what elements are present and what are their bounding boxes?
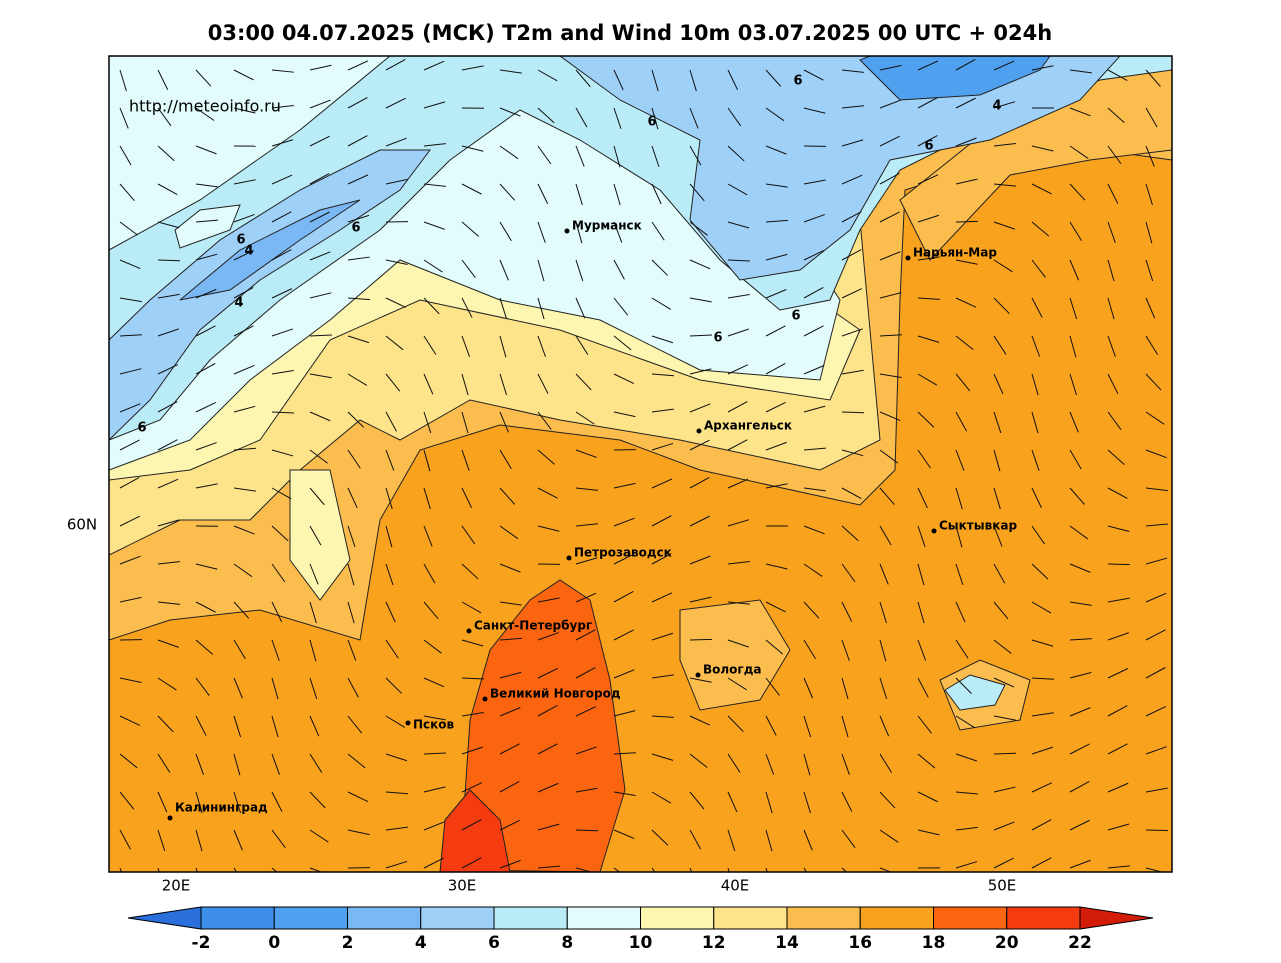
lon-label: 20E (162, 877, 191, 895)
map (109, 56, 1172, 872)
city-dot (905, 255, 911, 261)
city-label: Псков (413, 718, 455, 732)
colorbar-left (127, 906, 202, 930)
colorbar-segment (640, 906, 715, 930)
colorbar-segment (933, 906, 1008, 930)
contour-label: 6 (791, 309, 800, 324)
colorbar-tick-label: 6 (488, 933, 500, 953)
colorbar-segment (859, 906, 934, 930)
contour-label: 6 (351, 221, 360, 236)
city-dot (696, 428, 702, 434)
colorbar-segment (566, 906, 641, 930)
city-dot (695, 672, 701, 678)
contour-label: 4 (244, 244, 253, 259)
city-label: Петрозаводск (574, 546, 672, 560)
city-label: Сыктывкар (939, 519, 1017, 533)
contour-label: 6 (793, 74, 802, 89)
colorbar-tick-label: -2 (192, 933, 211, 953)
city-label: Великий Новгород (490, 687, 621, 701)
colorbar-tick-label: 16 (848, 933, 872, 953)
colorbar-tick-label: 12 (702, 933, 726, 953)
colorbar-segment (420, 906, 495, 930)
city-label: Вологда (703, 663, 761, 677)
city-dot (466, 628, 472, 634)
colorbar-tick-label: 4 (415, 933, 427, 953)
colorbar-tick-label: 14 (775, 933, 799, 953)
colorbar-tick-label: 8 (561, 933, 573, 953)
colorbar-tick-label: 0 (268, 933, 280, 953)
colorbar-segment (273, 906, 348, 930)
colorbar-segment (1006, 906, 1081, 930)
city-dot (167, 815, 173, 821)
city-label: Нарьян-Мар (913, 246, 997, 260)
city-dot (482, 696, 488, 702)
city-dot (566, 555, 572, 561)
lat-label: 60N (67, 516, 97, 534)
colorbar-segment (493, 906, 568, 930)
city-dot (931, 528, 937, 534)
contour-label: 6 (137, 421, 146, 436)
lon-label: 30E (448, 877, 477, 895)
map-frame (108, 55, 1173, 873)
contour-label: 6 (924, 139, 933, 154)
colorbar-segment (347, 906, 422, 930)
watermark: http://meteoinfo.ru (129, 97, 281, 116)
lon-label: 50E (988, 877, 1017, 895)
contour-label: 4 (234, 296, 243, 311)
colorbar-tick-label: 2 (342, 933, 354, 953)
contour-label: 6 (647, 115, 656, 130)
colorbar-segment (786, 906, 861, 930)
colorbar-segment (713, 906, 788, 930)
city-label: Мурманск (572, 219, 642, 233)
contour-label: 4 (992, 99, 1001, 114)
colorbar-segment (200, 906, 275, 930)
city-label: Калининград (175, 801, 268, 815)
city-dot (405, 720, 411, 726)
contour-label: 6 (713, 331, 722, 346)
city-dot (564, 228, 570, 234)
lon-label: 40E (721, 877, 750, 895)
colorbar-tick-label: 10 (629, 933, 653, 953)
contour-label: 6 (236, 233, 245, 248)
colorbar-tick-label: 20 (995, 933, 1019, 953)
colorbar-tick-label: 22 (1068, 933, 1092, 953)
city-label: Санкт-Петербург (474, 619, 592, 633)
city-label: Архангельск (704, 419, 792, 433)
colorbar-tick-label: 18 (922, 933, 946, 953)
title: 03:00 04.07.2025 (МСК) T2m and Wind 10m … (208, 21, 1052, 45)
colorbar-right (1079, 906, 1154, 930)
